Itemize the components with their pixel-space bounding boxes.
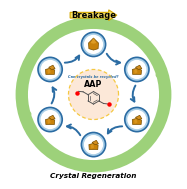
Circle shape — [33, 34, 154, 155]
Polygon shape — [47, 68, 51, 74]
Text: Breakage: Breakage — [71, 11, 116, 20]
Polygon shape — [134, 68, 138, 74]
Circle shape — [41, 60, 60, 79]
Circle shape — [84, 35, 103, 54]
Circle shape — [37, 107, 63, 132]
Polygon shape — [135, 65, 142, 69]
Polygon shape — [89, 143, 98, 149]
Polygon shape — [49, 115, 55, 120]
Circle shape — [124, 107, 150, 132]
Text: Can crystals be recycled?: Can crystals be recycled? — [68, 75, 119, 79]
Polygon shape — [132, 68, 142, 74]
Circle shape — [126, 58, 148, 81]
Polygon shape — [134, 119, 138, 124]
Circle shape — [124, 57, 150, 82]
Circle shape — [82, 33, 105, 56]
Polygon shape — [135, 115, 142, 120]
Polygon shape — [88, 38, 99, 50]
Circle shape — [81, 32, 106, 57]
Polygon shape — [92, 140, 99, 145]
Circle shape — [68, 69, 119, 120]
Text: Crystal Regeneration: Crystal Regeneration — [50, 173, 137, 179]
Circle shape — [127, 110, 146, 129]
Circle shape — [37, 57, 63, 82]
Circle shape — [39, 108, 61, 131]
Circle shape — [126, 108, 148, 131]
Polygon shape — [47, 119, 51, 124]
Polygon shape — [45, 118, 55, 125]
Polygon shape — [70, 10, 117, 21]
Text: AAP: AAP — [84, 80, 103, 89]
Circle shape — [39, 58, 61, 81]
Polygon shape — [91, 143, 94, 149]
Circle shape — [84, 135, 103, 154]
Polygon shape — [132, 118, 142, 125]
Polygon shape — [45, 68, 55, 74]
Circle shape — [127, 60, 146, 79]
Circle shape — [81, 132, 106, 157]
Circle shape — [41, 110, 60, 129]
Circle shape — [82, 133, 105, 156]
Circle shape — [28, 29, 159, 160]
Polygon shape — [91, 38, 96, 44]
Polygon shape — [49, 65, 55, 69]
